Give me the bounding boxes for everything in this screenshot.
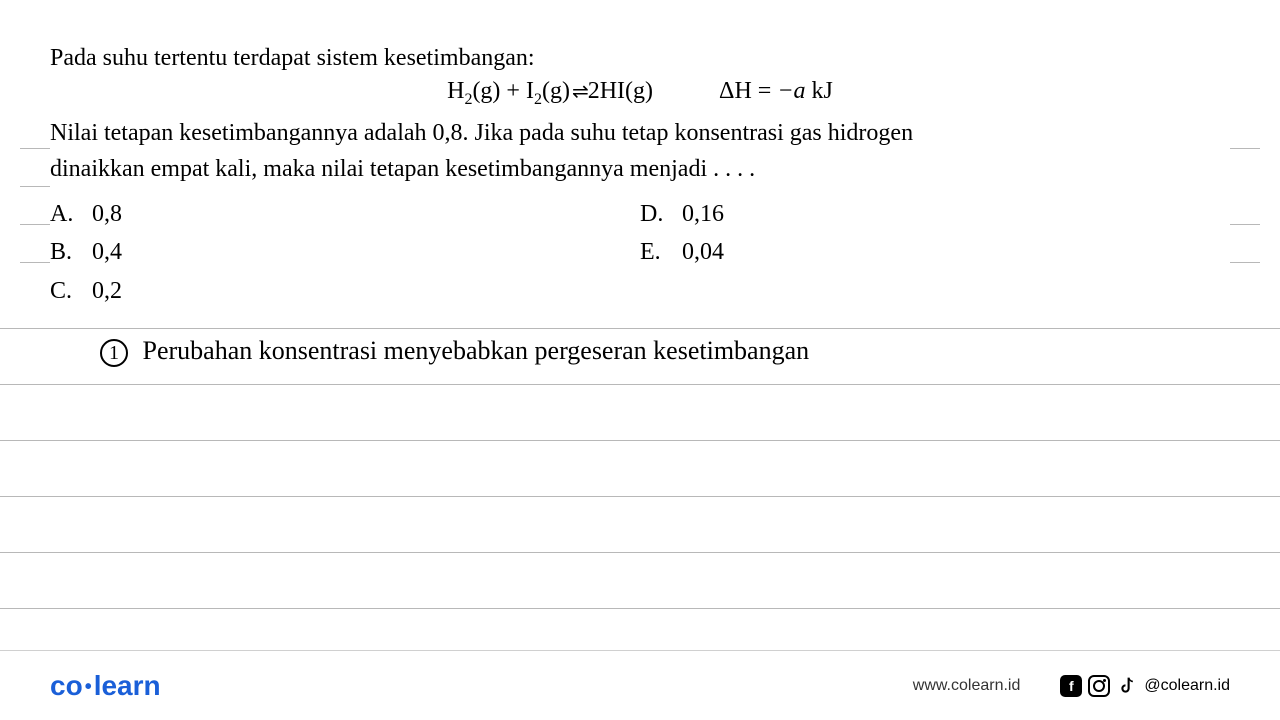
margin-tick <box>1230 262 1260 263</box>
option-a: A. 0,8 <box>50 195 640 233</box>
colearn-logo: co•learn <box>50 670 161 702</box>
eq-h2: H <box>447 78 464 104</box>
option-c-label: C. <box>50 272 86 310</box>
tiktok-icon <box>1116 675 1138 697</box>
logo-dot-icon: • <box>85 676 92 699</box>
logo-part1: co <box>50 670 83 701</box>
option-b-value: 0,4 <box>92 239 122 265</box>
eq-h2-state: (g) <box>472 78 500 104</box>
delta-h-eq: = <box>752 78 778 104</box>
eq-i2-state: (g) <box>542 78 570 104</box>
option-c: C. 0,2 <box>50 272 640 310</box>
option-a-label: A. <box>50 195 86 233</box>
margin-tick <box>1230 148 1260 149</box>
option-d: D. 0,16 <box>640 195 1230 233</box>
circled-number-icon: 1 <box>100 339 128 367</box>
options-grid: A. 0,8 D. 0,16 B. 0,4 E. 0,04 C. 0,2 <box>50 195 1230 310</box>
logo-part2: learn <box>94 670 161 701</box>
ruled-notebook-area <box>0 328 1280 650</box>
equation-main: H2(g) + I2(g) ⇌ 2HI(g) <box>447 78 653 109</box>
option-d-value: 0,16 <box>682 201 724 227</box>
option-a-value: 0,8 <box>92 201 122 227</box>
margin-tick <box>20 186 50 187</box>
option-b-label: B. <box>50 233 86 271</box>
margin-tick <box>20 148 50 149</box>
option-e: E. 0,04 <box>640 233 1230 271</box>
question-content: Pada suhu tertentu terdapat sistem keset… <box>0 0 1280 310</box>
ruled-line <box>0 496 1280 552</box>
ruled-line <box>0 384 1280 440</box>
margin-tick <box>20 224 50 225</box>
delta-h-label: ΔH <box>719 78 752 104</box>
option-e-value: 0,04 <box>682 239 724 265</box>
handwritten-note: 1 Perubahan konsentrasi menyebabkan perg… <box>100 336 809 367</box>
ruled-line <box>0 552 1280 608</box>
instagram-icon <box>1088 675 1110 697</box>
delta-h: ΔH = −a kJ <box>719 78 833 105</box>
eq-plus: + <box>500 78 526 104</box>
facebook-icon: f <box>1060 675 1082 697</box>
ruled-line <box>0 440 1280 496</box>
question-line-3: dinaikkan empat kali, maka nilai tetapan… <box>50 151 1230 187</box>
option-c-value: 0,2 <box>92 278 122 304</box>
eq-rhs: 2HI(g) <box>588 78 653 104</box>
margin-tick <box>20 262 50 263</box>
eq-i2-sub: 2 <box>534 91 542 108</box>
chemical-equation: H2(g) + I2(g) ⇌ 2HI(g) ΔH = −a kJ <box>50 78 1230 109</box>
delta-h-unit: kJ <box>806 78 833 104</box>
social-links: f @colearn.id <box>1060 675 1230 697</box>
website-url: www.colearn.id <box>913 677 1021 695</box>
option-d-label: D. <box>640 195 676 233</box>
margin-tick <box>1230 224 1260 225</box>
option-b: B. 0,4 <box>50 233 640 271</box>
social-handle: @colearn.id <box>1144 677 1230 695</box>
delta-h-val: −a <box>777 78 805 104</box>
handwritten-text: Perubahan konsentrasi menyebabkan perges… <box>143 336 810 365</box>
eq-arrow: ⇌ <box>570 81 588 103</box>
footer: co•learn www.colearn.id f @colearn.id <box>0 650 1280 720</box>
footer-right: www.colearn.id f @colearn.id <box>913 675 1230 697</box>
question-line-1: Pada suhu tertentu terdapat sistem keset… <box>50 40 1230 76</box>
option-e-label: E. <box>640 233 676 271</box>
question-line-2: Nilai tetapan kesetimbangannya adalah 0,… <box>50 115 1230 151</box>
eq-i2: I <box>526 78 534 104</box>
